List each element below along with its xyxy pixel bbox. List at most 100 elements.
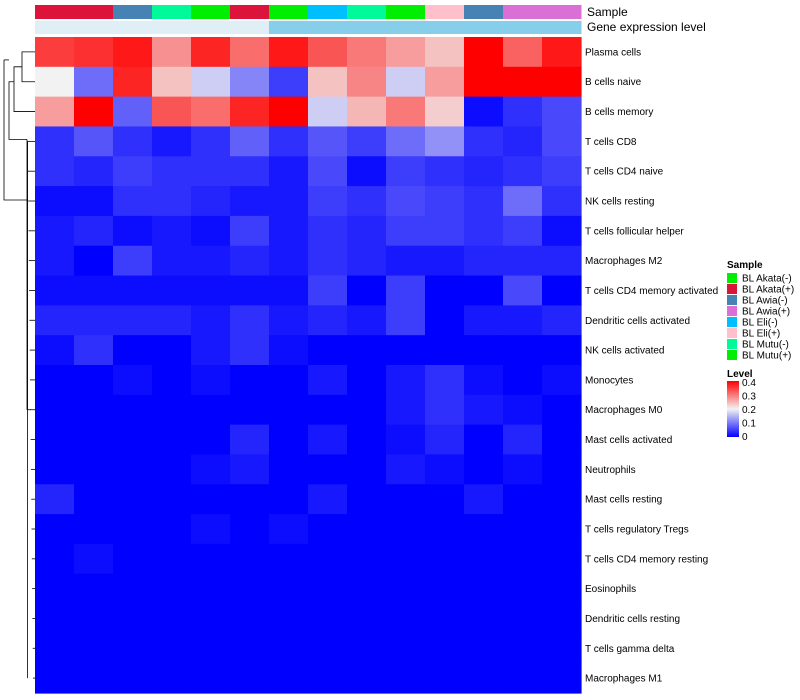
heatmap-cell (425, 305, 465, 336)
gene-level-annotation-cell (308, 21, 348, 34)
heatmap-cell (386, 454, 426, 485)
dendrogram-branch (3, 59, 27, 201)
heatmap-cell (191, 215, 231, 247)
heatmap-cell (74, 156, 114, 187)
heatmap-cell (425, 543, 465, 575)
gene-level-annotation-cell (386, 21, 426, 34)
heatmap-cell (152, 126, 192, 157)
heatmap-cell (35, 543, 75, 575)
heatmap-cell (464, 424, 504, 456)
heatmap-cell (308, 156, 348, 187)
heatmap-cell (35, 394, 75, 426)
sample-annotation-cell (152, 5, 192, 19)
heatmap-cell (269, 305, 309, 336)
heatmap-cell (503, 365, 543, 396)
heatmap-cell (113, 633, 153, 664)
row-label: B cells naive (585, 77, 642, 88)
heatmap-cell (230, 245, 270, 277)
row-label: NK cells activated (585, 346, 664, 357)
sample-legend-swatch (727, 328, 737, 338)
heatmap-cell (542, 335, 582, 366)
heatmap-cell (542, 365, 582, 396)
heatmap-cell (542, 633, 582, 664)
heatmap-cell (191, 603, 231, 634)
sample-legend-label: BL Mutu(-) (742, 340, 789, 351)
heatmap-cell (347, 275, 387, 306)
heatmap-cell (269, 126, 309, 157)
heatmap-cell (425, 96, 465, 128)
row-label: Macrophages M1 (585, 674, 663, 685)
heatmap-cell (503, 37, 543, 68)
heatmap-cell (35, 305, 75, 336)
heatmap-cell (542, 156, 582, 187)
heatmap-cell (113, 156, 153, 187)
level-tick-label: 0.2 (742, 405, 756, 416)
row-labels: Plasma cells B cells naive B cells memory T… (585, 47, 718, 684)
heatmap-cell (74, 126, 114, 157)
heatmap-cell (191, 454, 231, 485)
heatmap-cell (74, 424, 114, 456)
heatmap-cell (347, 66, 387, 98)
heatmap-cell (230, 514, 270, 545)
heatmap-cell (503, 543, 543, 575)
row-label: Mast cells resting (585, 495, 662, 506)
heatmap-cell (191, 394, 231, 426)
heatmap-cell (113, 424, 153, 456)
heatmap-cell (503, 663, 543, 694)
heatmap-cell (74, 514, 114, 545)
heatmap-cell (230, 186, 270, 217)
gene-level-annotation-cell (113, 21, 153, 34)
heatmap-cell (191, 186, 231, 217)
sample-annotation-cell (425, 5, 465, 19)
heatmap-cell (425, 215, 465, 247)
heatmap-cell (113, 96, 153, 128)
heatmap-cell (308, 543, 348, 575)
heatmap-cell (35, 37, 75, 68)
heatmap-cell (230, 66, 270, 98)
heatmap-cell (230, 215, 270, 247)
heatmap-cell (269, 514, 309, 545)
sample-annotation-cell (74, 5, 114, 19)
heatmap-cell (308, 66, 348, 98)
heatmap-cell (542, 424, 582, 456)
heatmap-cell (113, 573, 153, 605)
heatmap-cell (269, 484, 309, 515)
heatmap-cell (152, 633, 192, 664)
heatmap-cell (347, 424, 387, 456)
heatmap-cell (152, 335, 192, 366)
heatmap-cell (308, 633, 348, 664)
heatmap-cell (542, 37, 582, 68)
heatmap-cell (347, 663, 387, 694)
heatmap-cell (503, 573, 543, 605)
heatmap-cell (74, 215, 114, 247)
gene-level-annotation-label: Gene expression level (587, 20, 706, 34)
heatmap-cell (152, 424, 192, 456)
heatmap-cell (152, 186, 192, 217)
heatmap-cell (542, 186, 582, 217)
heatmap-cell (347, 454, 387, 485)
heatmap-cell (308, 514, 348, 545)
heatmap-cell (308, 96, 348, 128)
heatmap-cell (191, 37, 231, 68)
heatmap-cell (347, 514, 387, 545)
heatmap-cell (503, 305, 543, 336)
heatmap-cell (308, 663, 348, 694)
row-label: T cells CD4 naive (585, 167, 664, 178)
dendrogram-branch (21, 51, 35, 83)
heatmap-cell (308, 484, 348, 515)
heatmap-cell (347, 186, 387, 217)
row-label: Monocytes (585, 375, 633, 386)
heatmap-cell (230, 275, 270, 306)
gene-level-annotation-cell (269, 21, 309, 34)
heatmap-cell (308, 394, 348, 426)
heatmap-cell (113, 126, 153, 157)
sample-annotation-cell (230, 5, 270, 19)
heatmap-cell (464, 215, 504, 247)
heatmap-cell (269, 66, 309, 98)
heatmap-cell (191, 126, 231, 157)
heatmap-cell (152, 663, 192, 694)
heatmap-cell (503, 424, 543, 456)
heatmap-cell (308, 424, 348, 456)
heatmap-cell (503, 186, 543, 217)
sample-legend-label: BL Awia(+) (742, 307, 790, 318)
